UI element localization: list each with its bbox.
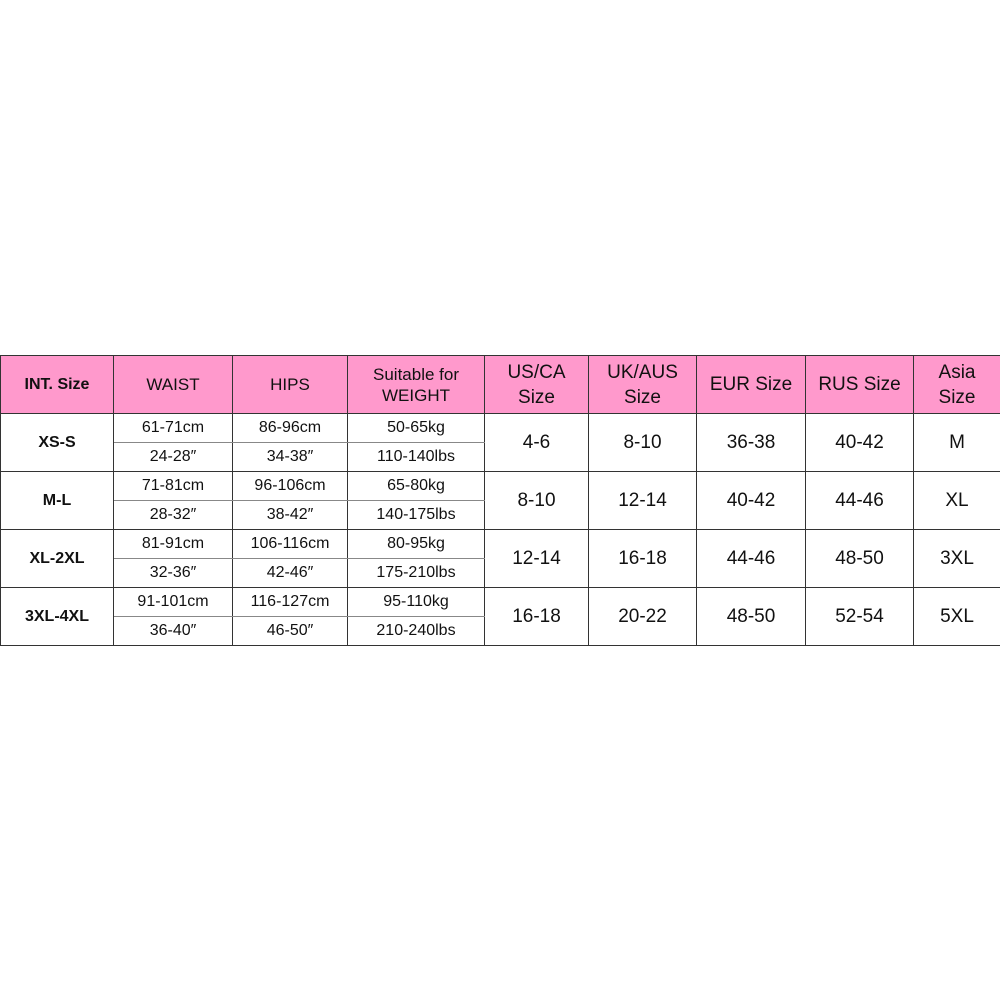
header-rus: RUS Size (805, 355, 914, 414)
cell-weight-lbs: 140-175lbs (347, 500, 485, 530)
cell-waist-in: 24-28″ (113, 442, 233, 472)
header-int-size: INT. Size (0, 355, 114, 414)
cell-waist-cm: 91-101cm (113, 587, 233, 617)
header-eur: EUR Size (696, 355, 806, 414)
cell-hips-cm: 86-96cm (232, 413, 348, 443)
header-row: INT. Size WAIST HIPS Suitable for WEIGHT … (0, 355, 1000, 414)
cell-hips-cm: 116-127cm (232, 587, 348, 617)
header-us-line2: Size (518, 386, 555, 408)
cell-uk: 12-14 (588, 471, 697, 530)
cell-hips-in: 42-46″ (232, 558, 348, 588)
header-weight-line2: WEIGHT (382, 385, 450, 405)
cell-uk: 8-10 (588, 413, 697, 472)
cell-eur: 48-50 (696, 587, 806, 646)
cell-hips-cm: 96-106cm (232, 471, 348, 501)
cell-rus: 52-54 (805, 587, 914, 646)
table-row: M-L 71-81cm 96-106cm 65-80kg 8-10 12-14 40-42 4… (0, 471, 1000, 530)
table-subrow: 24-28″ 34-38″ 110-140lbs (1, 442, 1000, 472)
table-subrow: 36-40″ 46-50″ 210-240lbs (1, 616, 1000, 646)
cell-hips-cm: 106-116cm (232, 529, 348, 559)
cell-weight-kg: 65-80kg (347, 471, 485, 501)
cell-us: 12-14 (484, 529, 589, 588)
table-row: 3XL-4XL 91-101cm 116-127cm 95-110kg 16-18 20-… (0, 587, 1000, 646)
cell-weight-kg: 50-65kg (347, 413, 485, 443)
cell-us: 4-6 (484, 413, 589, 472)
size-chart-table: INT. Size WAIST HIPS Suitable for WEIGHT … (0, 355, 1000, 646)
cell-waist-cm: 71-81cm (113, 471, 233, 501)
cell-asia: XL (913, 471, 1000, 530)
cell-hips-in: 46-50″ (232, 616, 348, 646)
cell-eur: 40-42 (696, 471, 806, 530)
cell-weight-lbs: 210-240lbs (347, 616, 485, 646)
header-asia-line1: Asia (938, 361, 976, 383)
cell-int-size: M-L (0, 471, 114, 530)
cell-uk: 20-22 (588, 587, 697, 646)
cell-uk: 16-18 (588, 529, 697, 588)
header-uk: UK/AUS Size (588, 355, 697, 414)
cell-asia: 5XL (913, 587, 1000, 646)
header-uk-line1: UK/AUS (607, 361, 678, 383)
table-row: XS-S 61-71cm 86-96cm 50-65kg 4-6 8-10 36-38 40-… (0, 413, 1000, 472)
cell-us: 16-18 (484, 587, 589, 646)
header-hips: HIPS (232, 355, 348, 414)
cell-weight-kg: 80-95kg (347, 529, 485, 559)
cell-weight-lbs: 175-210lbs (347, 558, 485, 588)
cell-weight-kg: 95-110kg (347, 587, 485, 617)
cell-waist-in: 32-36″ (113, 558, 233, 588)
cell-waist-in: 36-40″ (113, 616, 233, 646)
table-row: XL-2XL 81-91cm 106-116cm 80-95kg 12-14 16-18 4… (0, 529, 1000, 588)
table-subrow: 32-36″ 42-46″ 175-210lbs (1, 558, 1000, 588)
header-weight-line1: Suitable for (373, 364, 459, 384)
header-uk-line2: Size (624, 386, 661, 408)
cell-hips-in: 34-38″ (232, 442, 348, 472)
table-subrow: 28-32″ 38-42″ 140-175lbs (1, 500, 1000, 530)
header-us-line1: US/CA (507, 361, 566, 383)
cell-asia: M (913, 413, 1000, 472)
cell-eur: 44-46 (696, 529, 806, 588)
cell-int-size: 3XL-4XL (0, 587, 114, 646)
cell-hips-in: 38-42″ (232, 500, 348, 530)
cell-waist-in: 28-32″ (113, 500, 233, 530)
cell-rus: 48-50 (805, 529, 914, 588)
cell-rus: 44-46 (805, 471, 914, 530)
header-waist: WAIST (113, 355, 233, 414)
cell-int-size: XS-S (0, 413, 114, 472)
header-asia: Asia Size (913, 355, 1000, 414)
cell-asia: 3XL (913, 529, 1000, 588)
cell-rus: 40-42 (805, 413, 914, 472)
cell-waist-cm: 61-71cm (113, 413, 233, 443)
header-weight: Suitable for WEIGHT (347, 355, 485, 414)
header-asia-line2: Size (938, 386, 976, 408)
cell-eur: 36-38 (696, 413, 806, 472)
cell-waist-cm: 81-91cm (113, 529, 233, 559)
cell-us: 8-10 (484, 471, 589, 530)
cell-weight-lbs: 110-140lbs (347, 442, 485, 472)
header-us: US/CA Size (484, 355, 589, 414)
cell-int-size: XL-2XL (0, 529, 114, 588)
